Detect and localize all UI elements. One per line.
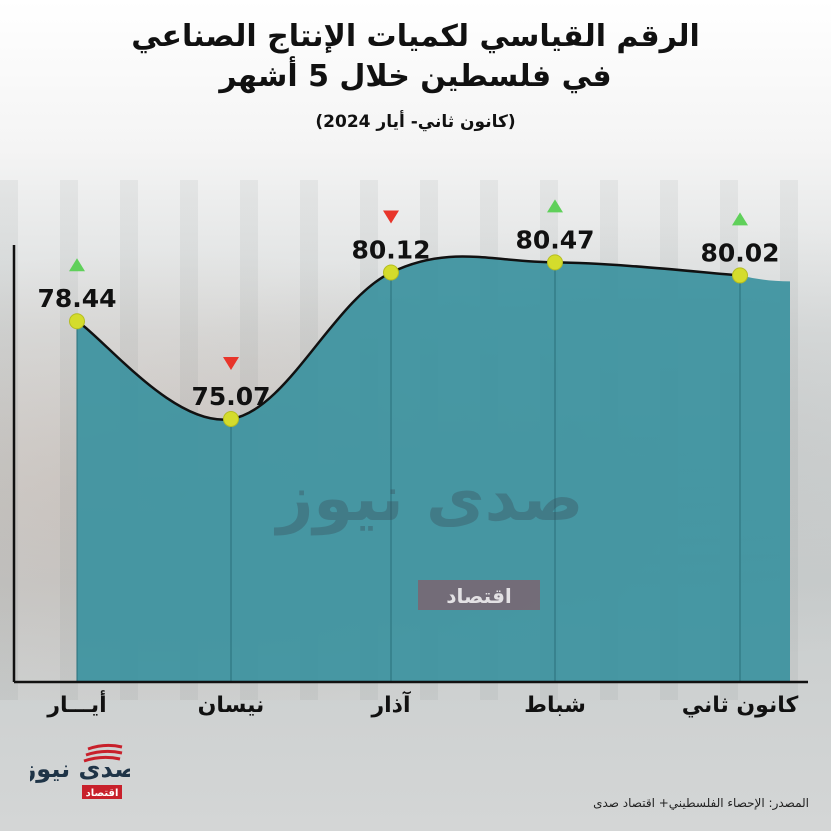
- value-label-2: 75.07: [191, 382, 270, 411]
- value-label-5: 80.02: [700, 238, 779, 267]
- chart-title-line2: في فلسطين خلال 5 أشهر: [219, 59, 612, 94]
- value-label-3: 80.12: [351, 236, 430, 265]
- brand-logo: صدى نيوز اقتصاد: [30, 743, 130, 799]
- logo-sub-box: [82, 785, 122, 799]
- value-label-1: 78.44: [37, 284, 116, 313]
- watermark-brand: صدى نيوز: [274, 462, 584, 536]
- down-arrow-icon-2: [223, 356, 239, 370]
- x-tick-label-3: آذار: [370, 690, 410, 718]
- down-arrow-icon-3: [383, 210, 399, 224]
- source-note: المصدر: الإحصاء الفلسطيني+ اقتصاد صدى: [593, 796, 809, 810]
- up-arrow-icon-5: [732, 212, 748, 226]
- up-arrow-icon-1: [69, 258, 85, 272]
- data-point-3: [383, 264, 399, 281]
- watermark-sub-box: [418, 580, 540, 610]
- x-tick-label-5: كانون ثاني: [682, 693, 799, 718]
- data-point-2: [223, 410, 239, 427]
- up-arrow-icon-4: [547, 199, 563, 213]
- logo-sub-text: اقتصاد: [86, 788, 119, 799]
- logo-brand-text: صدى نيوز: [30, 755, 130, 783]
- x-tick-label-1: أيـــار: [46, 689, 106, 718]
- chart-title-line1: الرقم القياسي لكميات الإنتاج الصناعي: [131, 19, 700, 54]
- chart-subtitle: (كانون ثاني- أيار 2024): [315, 112, 516, 132]
- area-fill: [77, 256, 790, 682]
- x-tick-label-4: شباط: [524, 693, 586, 718]
- watermark-sub: اقتصاد: [446, 584, 512, 608]
- x-tick-label-2: نيسان: [198, 693, 265, 718]
- value-label-4: 80.47: [515, 225, 594, 254]
- data-point-5: [732, 267, 748, 284]
- logo-flag-stripes: [83, 743, 123, 763]
- data-point-1: [69, 313, 85, 330]
- data-point-4: [547, 254, 563, 271]
